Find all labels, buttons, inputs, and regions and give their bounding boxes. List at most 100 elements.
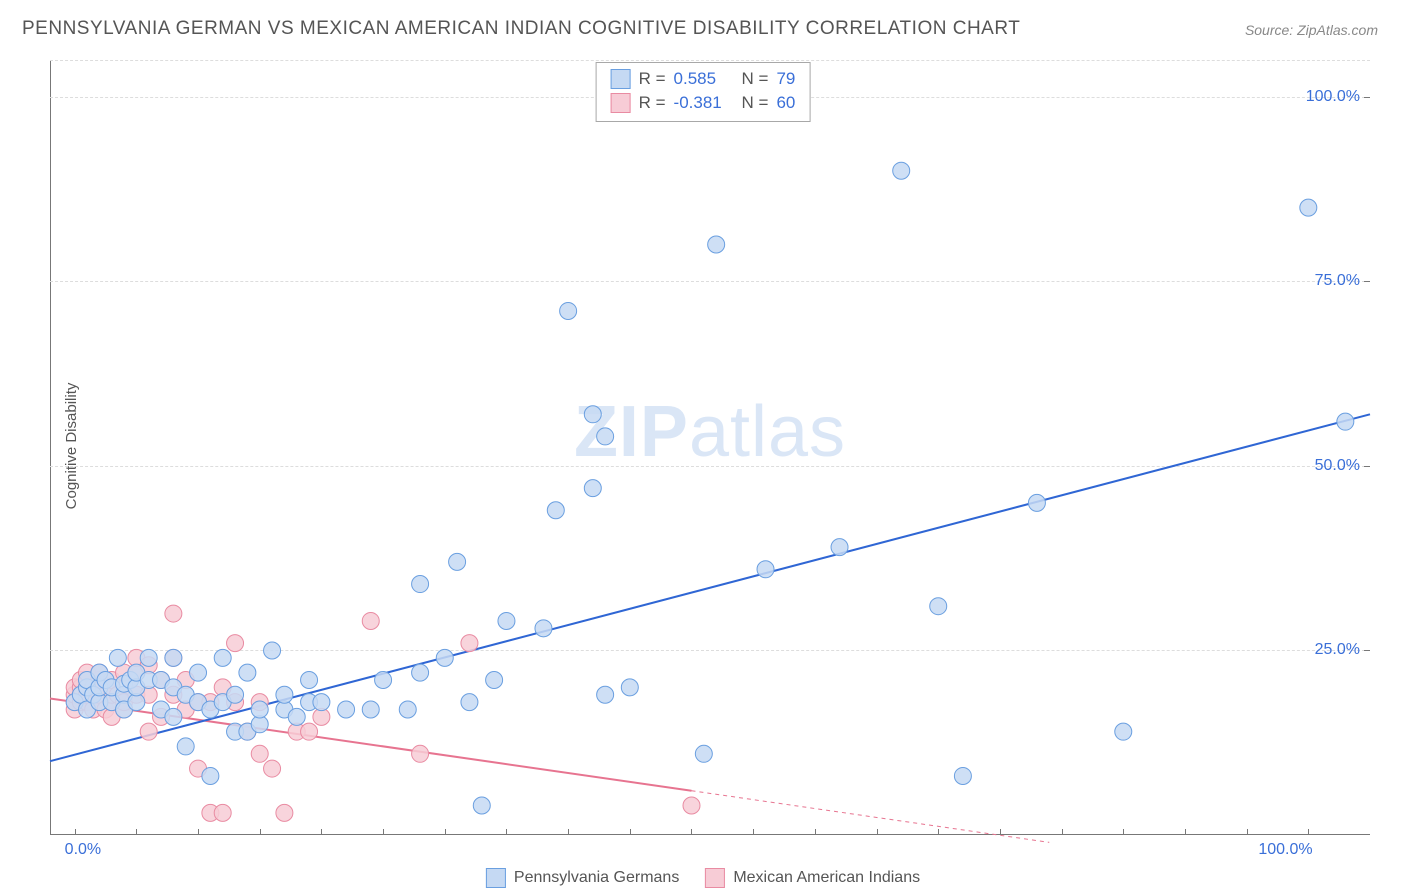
swatch-series2 — [611, 93, 631, 113]
data-point — [831, 539, 848, 556]
data-point — [584, 480, 601, 497]
data-point — [486, 672, 503, 689]
data-point — [109, 649, 126, 666]
data-point — [597, 686, 614, 703]
plot-area: ZIPatlas 25.0%50.0%75.0%100.0% — [50, 60, 1370, 835]
data-point — [621, 679, 638, 696]
x-tick-mark — [75, 829, 76, 835]
y-tick-mark — [1364, 466, 1370, 467]
data-point — [313, 694, 330, 711]
x-tick-mark — [1123, 829, 1124, 835]
data-point — [930, 598, 947, 615]
data-point — [362, 612, 379, 629]
data-point — [227, 635, 244, 652]
data-point — [301, 672, 318, 689]
y-tick-mark — [1364, 97, 1370, 98]
stats-n-value: 79 — [776, 67, 795, 91]
swatch-series1 — [486, 868, 506, 888]
swatch-series2 — [705, 868, 725, 888]
swatch-series1 — [611, 69, 631, 89]
x-tick-mark — [136, 829, 137, 835]
data-point — [584, 406, 601, 423]
data-point — [140, 649, 157, 666]
data-point — [461, 694, 478, 711]
bottom-legend: Pennsylvania Germans Mexican American In… — [486, 868, 920, 888]
data-point — [251, 701, 268, 718]
data-point — [461, 635, 478, 652]
y-tick-label: 75.0% — [1315, 272, 1360, 290]
y-tick-label: 25.0% — [1315, 641, 1360, 659]
stats-r-label: R = — [639, 67, 666, 91]
data-point — [683, 797, 700, 814]
x-tick-mark — [1247, 829, 1248, 835]
data-point — [597, 428, 614, 445]
data-point — [560, 302, 577, 319]
data-point — [177, 738, 194, 755]
data-point — [214, 649, 231, 666]
data-point — [214, 804, 231, 821]
chart-svg — [50, 60, 1370, 835]
data-point — [412, 576, 429, 593]
data-point — [535, 620, 552, 637]
legend-item-series2: Mexican American Indians — [705, 868, 920, 888]
x-tick-mark — [630, 829, 631, 835]
data-point — [251, 745, 268, 762]
legend-label: Mexican American Indians — [733, 869, 920, 887]
data-point — [547, 502, 564, 519]
data-point — [140, 723, 157, 740]
stats-row-series1: R = 0.585 N = 79 — [611, 67, 796, 91]
x-tick-mark — [753, 829, 754, 835]
stats-row-series2: R = -0.381 N = 60 — [611, 91, 796, 115]
x-tick-mark — [1000, 829, 1001, 835]
data-point — [1300, 199, 1317, 216]
data-point — [1028, 494, 1045, 511]
data-point — [1337, 413, 1354, 430]
data-point — [264, 760, 281, 777]
trend-line — [691, 791, 1049, 843]
legend-item-series1: Pennsylvania Germans — [486, 868, 679, 888]
x-tick-mark — [815, 829, 816, 835]
x-tick-mark — [321, 829, 322, 835]
data-point — [264, 642, 281, 659]
data-point — [165, 708, 182, 725]
x-tick-mark — [506, 829, 507, 835]
data-point — [954, 767, 971, 784]
data-point — [695, 745, 712, 762]
stats-box: R = 0.585 N = 79 R = -0.381 N = 60 — [596, 62, 811, 122]
x-tick-mark — [691, 829, 692, 835]
stats-n-label: N = — [742, 91, 769, 115]
data-point — [202, 767, 219, 784]
data-point — [338, 701, 355, 718]
x-tick-mark — [260, 829, 261, 835]
x-tick-mark — [938, 829, 939, 835]
data-point — [239, 664, 256, 681]
x-tick-mark — [1185, 829, 1186, 835]
data-point — [288, 708, 305, 725]
x-tick-label: 100.0% — [1258, 841, 1312, 859]
data-point — [412, 745, 429, 762]
data-point — [165, 605, 182, 622]
data-point — [375, 672, 392, 689]
y-tick-label: 50.0% — [1315, 457, 1360, 475]
x-tick-mark — [568, 829, 569, 835]
stats-n-label: N = — [742, 67, 769, 91]
x-tick-mark — [1062, 829, 1063, 835]
y-tick-label: 100.0% — [1306, 88, 1360, 106]
x-tick-mark — [445, 829, 446, 835]
data-point — [498, 612, 515, 629]
data-point — [301, 723, 318, 740]
stats-r-value: -0.381 — [674, 91, 734, 115]
data-point — [165, 649, 182, 666]
data-point — [190, 664, 207, 681]
stats-n-value: 60 — [776, 91, 795, 115]
x-tick-mark — [877, 829, 878, 835]
x-tick-mark — [383, 829, 384, 835]
data-point — [227, 686, 244, 703]
data-point — [276, 804, 293, 821]
source-label: Source: ZipAtlas.com — [1245, 22, 1378, 38]
data-point — [362, 701, 379, 718]
x-tick-mark — [1308, 829, 1309, 835]
x-tick-mark — [198, 829, 199, 835]
data-point — [1115, 723, 1132, 740]
data-point — [436, 649, 453, 666]
